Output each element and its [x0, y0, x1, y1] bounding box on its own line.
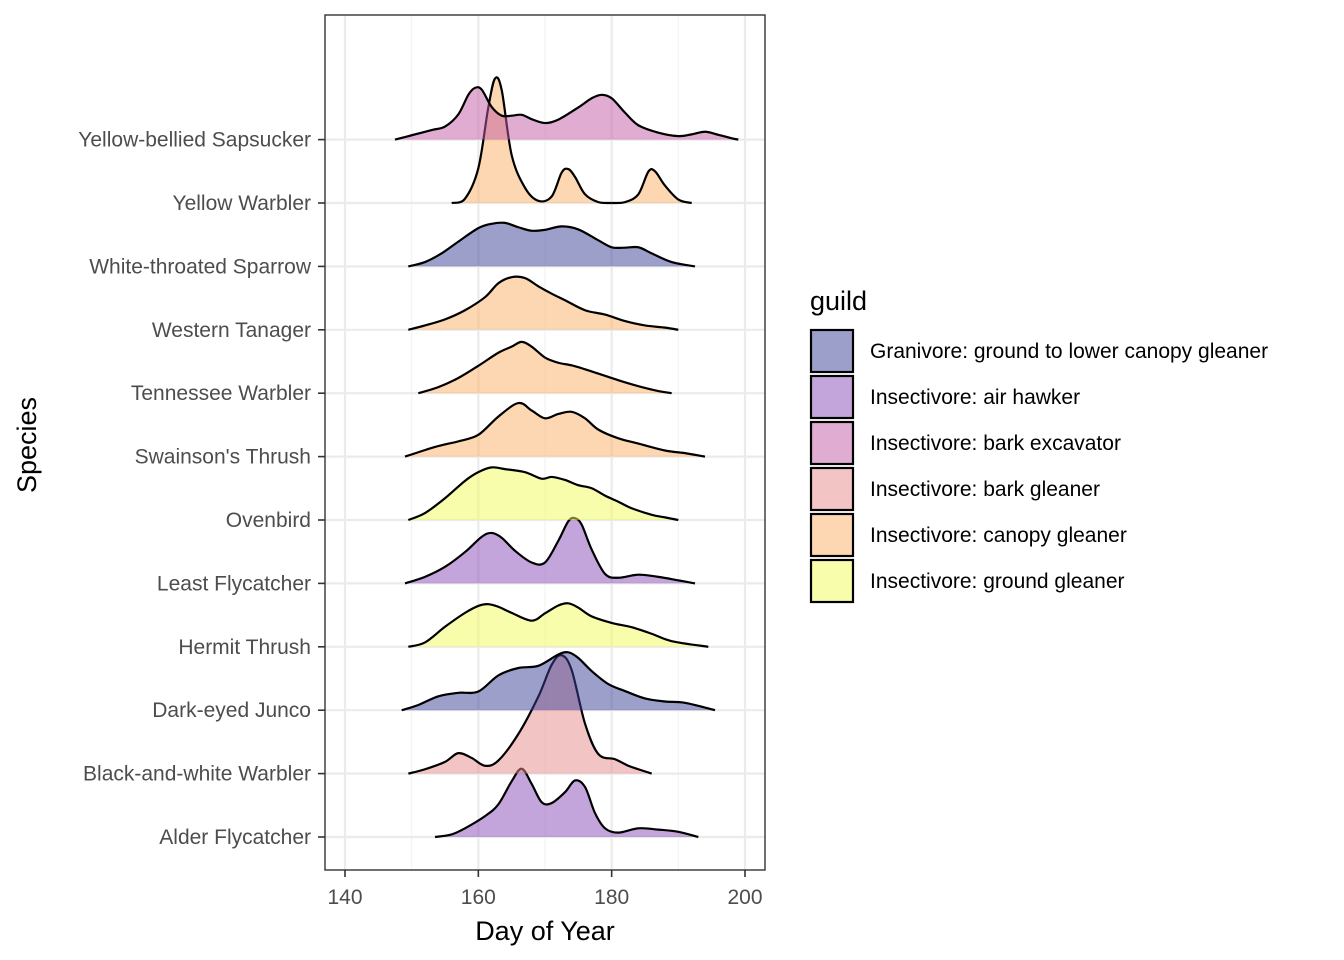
- ridge-yellow-bellied-sapsucker: [394, 86, 739, 141]
- y-tick-label: Yellow-bellied Sapsucker: [78, 129, 311, 152]
- x-axis-title: Day of Year: [475, 916, 615, 946]
- ridge-fill: [408, 603, 709, 647]
- y-tick-label: Least Flycatcher: [157, 572, 311, 595]
- legend-key: [809, 328, 855, 374]
- legend-key: [809, 374, 855, 420]
- ridge-fill: [435, 768, 699, 837]
- ridge-outline: [418, 340, 672, 395]
- y-tick-label: Alder Flycatcher: [159, 826, 311, 849]
- y-tick-label: Black-and-white Warbler: [83, 763, 311, 786]
- y-tick-label: Yellow Warbler: [173, 192, 312, 215]
- legend-label: Insectivore: bark excavator: [870, 432, 1121, 455]
- ridge-swainson-s-thrush: [404, 401, 706, 458]
- ridge-ovenbird: [407, 466, 679, 522]
- ridge-outline: [408, 602, 709, 648]
- legend-label: Insectivore: air hawker: [870, 386, 1080, 409]
- ridge-dark-eyed-junco: [401, 651, 716, 712]
- ridge-tennessee-warbler: [418, 340, 672, 395]
- y-tick-label: Dark-eyed Junco: [152, 699, 311, 722]
- y-tick-label: Hermit Thrush: [178, 636, 311, 659]
- legend-label: Insectivore: ground gleaner: [870, 570, 1125, 593]
- y-axis: Alder Flycatcher Black-and-white Warbler D…: [78, 129, 325, 849]
- ridge-outline: [404, 516, 696, 585]
- ridge-fill: [395, 87, 739, 140]
- ridge-fill: [418, 341, 672, 394]
- ridge-hermit-thrush: [408, 602, 709, 648]
- ridge-western-tanager: [408, 275, 679, 331]
- x-tick-label: 180: [594, 886, 629, 909]
- ridge-outline: [394, 86, 739, 141]
- ridge-least-flycatcher: [404, 516, 696, 585]
- y-tick-label: Tennessee Warbler: [131, 382, 311, 405]
- y-tick-label: Swainson's Thrush: [135, 446, 311, 469]
- plot-border: [324, 14, 766, 871]
- legend-label: Insectivore: bark gleaner: [870, 478, 1100, 501]
- x-tick-label: 140: [327, 886, 362, 909]
- y-axis-title: Species: [12, 397, 42, 493]
- legend-key: [809, 420, 855, 466]
- ridge-white-throated-sparrow: [408, 221, 696, 268]
- ridge-fill: [405, 402, 705, 457]
- ridge-fill: [405, 517, 695, 584]
- ridges: [394, 76, 739, 839]
- x-tick-label: 160: [461, 886, 496, 909]
- legend-label: Insectivore: canopy gleaner: [870, 524, 1127, 547]
- legend-key: [809, 558, 855, 604]
- y-tick-label: White-throated Sparrow: [89, 255, 312, 278]
- ridge-fill: [401, 652, 715, 711]
- x-axis: 140 160 180 200: [327, 870, 763, 909]
- legend: guild Granivore: ground to lower canopy …: [809, 286, 1268, 604]
- ridge-fill: [408, 467, 679, 520]
- x-tick-label: 200: [727, 886, 762, 909]
- ridge-outline: [611, 168, 692, 205]
- ridge-outline: [401, 651, 716, 712]
- ridge-outline: [434, 767, 699, 839]
- ridge-outline: [408, 221, 696, 268]
- legend-key: [809, 466, 855, 512]
- ridge-alder-flycatcher: [434, 767, 699, 839]
- legend-label: Granivore: ground to lower canopy gleane…: [870, 340, 1268, 363]
- ridge-fill: [408, 222, 695, 267]
- ridge-outline: [404, 401, 706, 458]
- ridge-outline: [408, 275, 679, 331]
- y-tick-label: Western Tanager: [152, 319, 311, 342]
- legend-key: [809, 512, 855, 558]
- legend-title: guild: [810, 286, 867, 316]
- y-tick-label: Ovenbird: [226, 509, 311, 532]
- ridge-outline: [407, 466, 679, 522]
